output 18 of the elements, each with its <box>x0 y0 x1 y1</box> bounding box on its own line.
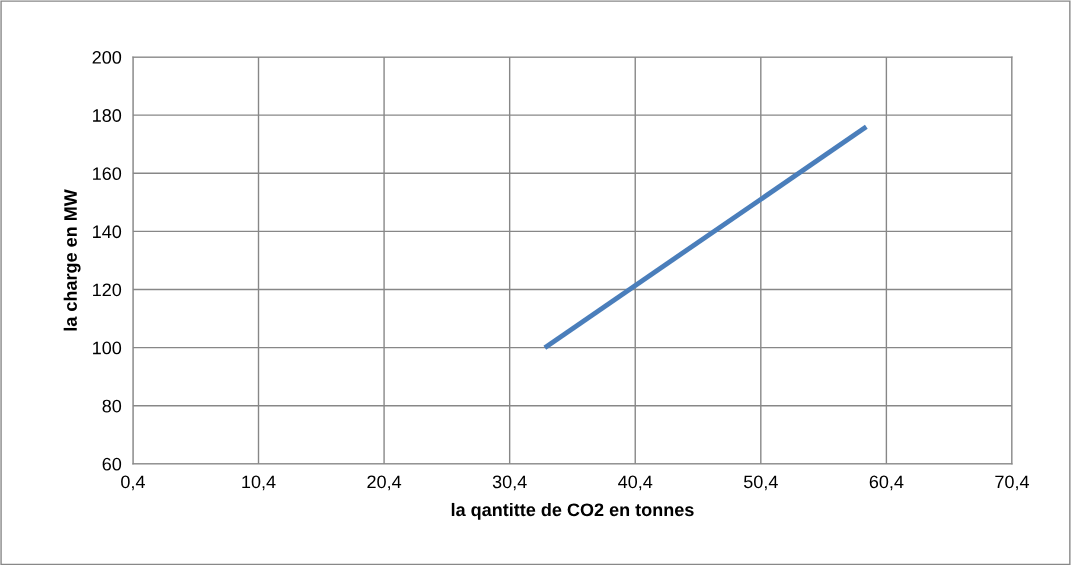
x-tick-label: 50,4 <box>743 475 778 491</box>
y-tick-label: 80 <box>102 399 122 413</box>
x-tick-label: 20,4 <box>367 475 402 491</box>
y-tick-label: 120 <box>93 283 122 297</box>
x-tick-label: 10,4 <box>242 475 276 491</box>
x-tick-label: 70,4 <box>995 475 1030 491</box>
y-tick-label: 160 <box>93 167 122 181</box>
x-tick-label: 0,4 <box>121 475 145 491</box>
y-axis-title: la charge en MW <box>63 189 81 331</box>
y-tick-label: 200 <box>92 51 122 64</box>
y-tick-label: 140 <box>93 225 122 239</box>
x-tick-label: 30,4 <box>492 475 527 491</box>
y-tick-label: 100 <box>93 341 122 355</box>
y-tick-label: 180 <box>93 109 122 122</box>
x-tick-label: 40,4 <box>618 475 653 491</box>
y-tick-label: 60 <box>102 457 122 471</box>
x-axis-title: la qantitte de CO2 en tonnes <box>451 502 694 520</box>
x-tick-label: 60,4 <box>869 475 904 491</box>
